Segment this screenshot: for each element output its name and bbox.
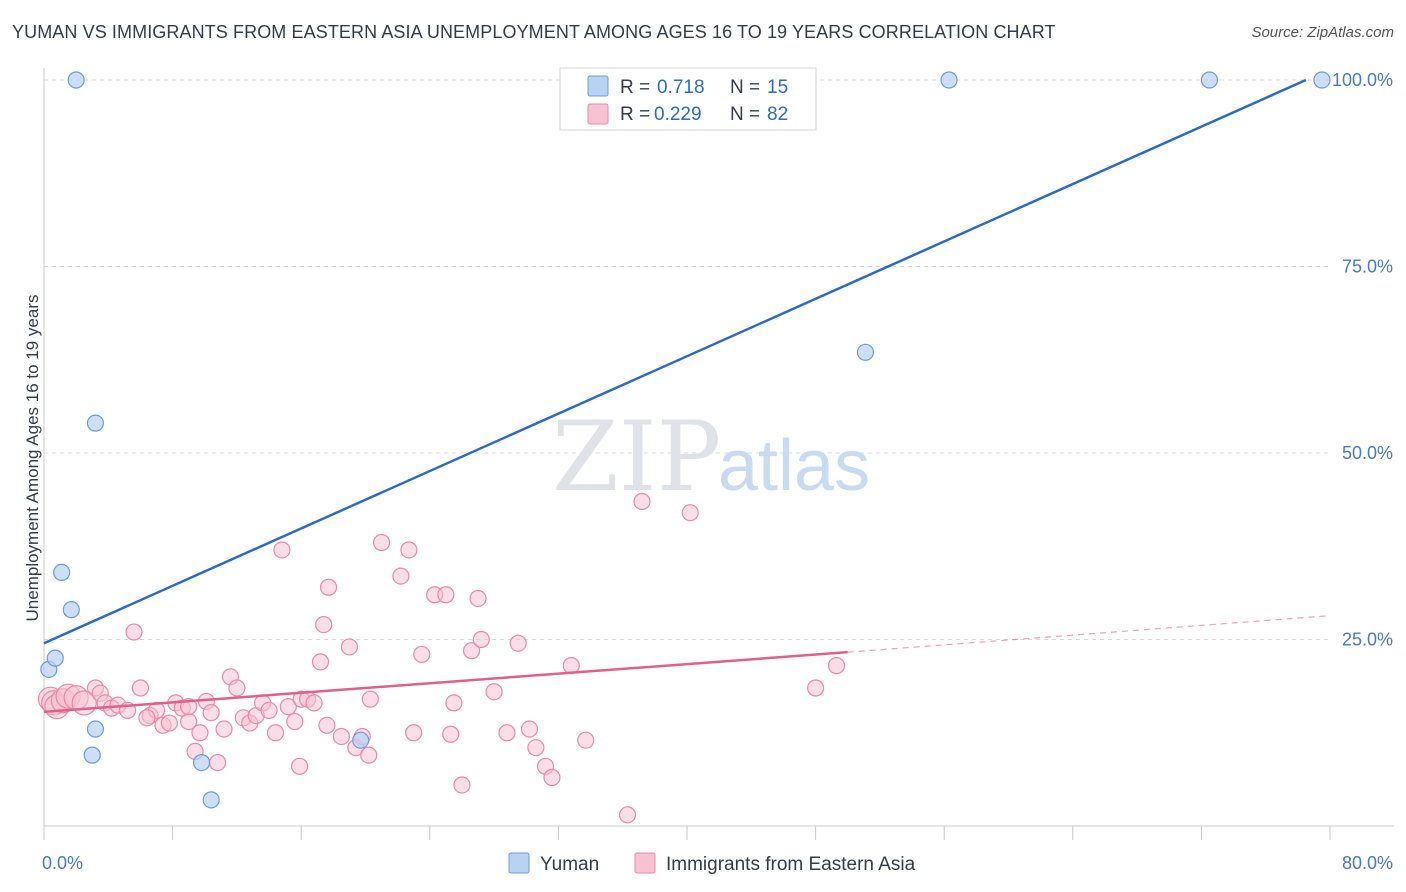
asia-point-36 [273, 541, 291, 559]
yuman-point-5 [86, 414, 105, 432]
asia-point-65 [543, 768, 561, 787]
asia-point-61 [509, 634, 527, 652]
yuman-point-14 [1313, 71, 1331, 89]
series-yuman [40, 71, 1331, 809]
legend-r-label-yuman: R = [620, 77, 650, 98]
bottom-legend-swatch-yuman [508, 852, 530, 874]
yuman-point-3 [53, 563, 71, 581]
yuman-point-12 [856, 343, 875, 361]
asia-point-27 [215, 720, 233, 738]
x-tick-label-1: 80.0% [1342, 853, 1393, 873]
yuman-point-9 [202, 791, 220, 809]
asia-point-49 [360, 746, 378, 764]
legend-swatch-yuman [587, 75, 609, 97]
trend-lines [43, 78, 1331, 714]
watermark-zip: ZIP [552, 401, 721, 513]
legend-r-label-asia: R = [620, 104, 650, 125]
asia-point-57 [453, 776, 471, 794]
legend: R = 0.718 N = 15 R = 0.229 N = 82 [559, 67, 817, 131]
series-immigrants-eastern-asia [37, 492, 846, 824]
source-label: Source: ZipAtlas.com [1251, 24, 1394, 41]
asia-point-26 [209, 753, 227, 772]
asia-point-41 [305, 694, 323, 712]
asia-point-56 [445, 694, 463, 712]
asia-point-58 [469, 589, 487, 608]
yuman-point-4 [62, 601, 80, 619]
asia-point-55 [437, 586, 455, 604]
watermark-atlas: atlas [718, 426, 870, 506]
asia-point-46 [340, 638, 359, 656]
yuman-point-13 [1200, 71, 1219, 89]
asia-point-79 [472, 630, 490, 649]
asia-point-80 [290, 757, 309, 775]
y-tick-label-3: 100.0% [1332, 70, 1393, 90]
y-axis-label: Unemployment Among Ages 16 to 19 years [23, 295, 42, 622]
asia-point-50 [372, 533, 391, 552]
asia-point-35 [266, 724, 285, 742]
asia-point-42 [311, 653, 330, 671]
bottom-legend: Yuman Immigrants from Eastern Asia [508, 852, 916, 875]
asia-point-69 [633, 492, 651, 511]
asia-point-18 [160, 714, 178, 732]
asia-point-25 [202, 704, 220, 722]
legend-swatch-asia [587, 103, 609, 125]
asia-point-77 [442, 725, 460, 743]
asia-point-53 [413, 645, 431, 664]
yuman-point-0 [67, 71, 85, 89]
bottom-legend-swatch-asia [634, 852, 656, 874]
asia-point-38 [286, 712, 304, 731]
legend-r-value-asia: 0.229 [654, 104, 702, 125]
x-tick-label-0: 0.0% [42, 853, 83, 873]
asia-point-59 [485, 683, 503, 701]
watermark: ZIP atlas [552, 401, 870, 513]
yuman-point-11 [940, 71, 958, 89]
yuman-point-8 [192, 753, 211, 772]
asia-point-62 [520, 720, 539, 738]
ticks: 25.0% 50.0% 75.0% 100.0% 0.0% 80.0% [42, 70, 1393, 873]
asia-point-60 [498, 724, 516, 742]
asia-point-13 [125, 623, 143, 641]
asia-point-29 [228, 679, 246, 697]
asia-point-44 [319, 578, 338, 596]
yuman-point-2 [46, 649, 64, 667]
legend-r-value-yuman: 0.718 [657, 77, 705, 98]
legend-n-label-yuman: N = [730, 77, 760, 98]
asia-point-43 [315, 615, 333, 634]
asia-point-70 [681, 504, 699, 522]
asia-point-74 [361, 690, 379, 708]
asia-point-81 [138, 709, 156, 727]
yuman-point-6 [86, 720, 105, 738]
y-tick-label-0: 25.0% [1342, 630, 1393, 650]
asia-point-71 [806, 679, 825, 697]
y-tick-label-1: 50.0% [1342, 443, 1393, 463]
asia-point-45 [332, 727, 350, 746]
asia-point-67 [577, 731, 595, 749]
asia-point-23 [191, 724, 209, 742]
asia-point-73 [400, 541, 418, 559]
asia-point-78 [462, 642, 481, 660]
yuman-trend-line [43, 78, 1307, 645]
asia-trend-extension [847, 615, 1331, 653]
asia-point-76 [318, 716, 336, 734]
bottom-legend-label-asia: Immigrants from Eastern Asia [666, 854, 916, 875]
asia-trend-line [43, 650, 848, 714]
legend-n-value-asia: 82 [767, 104, 788, 125]
asia-point-34 [260, 701, 278, 719]
grid-lines [44, 79, 1330, 640]
chart-title: YUMAN VS IMMIGRANTS FROM EASTERN ASIA UN… [12, 22, 1056, 42]
legend-n-value-yuman: 15 [767, 77, 788, 98]
y-tick-label-2: 75.0% [1342, 257, 1393, 277]
asia-point-52 [405, 724, 423, 742]
asia-point-37 [279, 698, 297, 716]
asia-point-51 [392, 567, 410, 585]
asia-point-63 [527, 739, 545, 757]
legend-n-label-asia: N = [730, 104, 760, 125]
asia-point-68 [618, 806, 637, 824]
bottom-legend-label-yuman: Yuman [540, 854, 599, 875]
yuman-point-10 [352, 731, 370, 749]
asia-point-72 [827, 657, 846, 675]
yuman-point-7 [83, 746, 101, 764]
asia-point-14 [131, 679, 150, 697]
